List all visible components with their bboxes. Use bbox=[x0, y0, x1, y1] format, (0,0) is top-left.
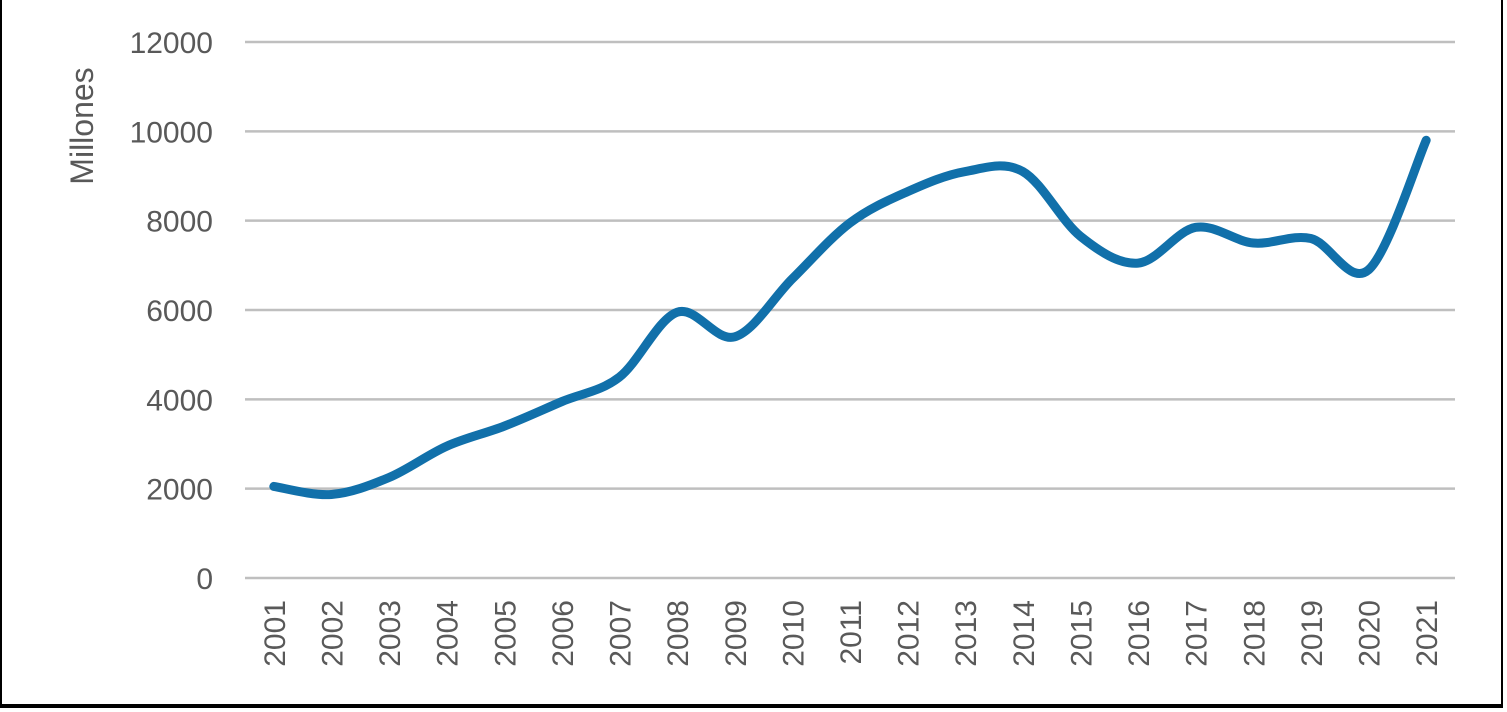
data-point bbox=[904, 188, 912, 196]
x-tick-label: 2002 bbox=[316, 600, 349, 667]
x-tick-label: 2007 bbox=[605, 600, 638, 667]
x-tick-label: 2011 bbox=[835, 600, 868, 665]
x-tick-label: 2021 bbox=[1411, 600, 1444, 667]
data-point bbox=[1365, 266, 1373, 274]
data-point bbox=[961, 168, 969, 176]
gridlines bbox=[245, 40, 1455, 580]
y-tick-label: 4000 bbox=[146, 384, 213, 417]
x-tick-label: 2017 bbox=[1181, 600, 1214, 667]
series-layer bbox=[269, 135, 1431, 500]
y-tick-label: 10000 bbox=[130, 116, 213, 149]
x-tick-label: 2015 bbox=[1065, 600, 1098, 667]
x-tick-label: 2008 bbox=[662, 600, 695, 667]
data-point bbox=[385, 474, 393, 482]
x-tick-label: 2009 bbox=[720, 600, 753, 667]
data-point bbox=[1192, 223, 1200, 231]
x-tick-label: 2003 bbox=[374, 600, 407, 667]
data-point bbox=[558, 398, 566, 406]
y-tick-label: 2000 bbox=[146, 474, 213, 507]
x-tick-label: 2004 bbox=[432, 600, 465, 667]
data-point bbox=[1307, 235, 1315, 243]
y-axis-ticks: 0 2000 4000 6000 8000 10000 12000 bbox=[130, 27, 213, 596]
x-tick-label: 2006 bbox=[547, 600, 580, 667]
data-point bbox=[1422, 136, 1430, 144]
data-point bbox=[673, 308, 681, 316]
x-tick-label: 2018 bbox=[1238, 600, 1271, 667]
data-point bbox=[846, 219, 854, 227]
data-point bbox=[1019, 168, 1027, 176]
x-tick-label: 2001 bbox=[259, 600, 292, 667]
data-point bbox=[327, 490, 335, 498]
y-tick-label: 8000 bbox=[146, 206, 213, 239]
x-tick-label: 2010 bbox=[777, 600, 810, 667]
x-tick-label: 2012 bbox=[893, 600, 926, 667]
x-tick-label: 2019 bbox=[1296, 600, 1329, 667]
x-tick-label: 2014 bbox=[1008, 600, 1041, 667]
data-point bbox=[1134, 259, 1142, 267]
y-tick-label: 0 bbox=[196, 563, 213, 596]
data-point bbox=[788, 275, 796, 283]
data-point bbox=[443, 442, 451, 450]
x-axis-ticks: 2001 2002 2003 2004 2005 2006 2007 2008 2009 2010… bbox=[259, 600, 1444, 667]
data-point bbox=[1249, 239, 1257, 247]
x-tick-label: 2020 bbox=[1354, 600, 1387, 667]
data-point bbox=[500, 422, 508, 430]
series-line bbox=[269, 135, 1431, 500]
y-axis-title: Millones bbox=[64, 67, 100, 184]
data-point bbox=[270, 482, 278, 490]
x-tick-label: 2005 bbox=[489, 600, 522, 667]
data-point bbox=[731, 333, 739, 341]
data-point bbox=[616, 373, 624, 381]
x-tick-label: 2013 bbox=[950, 600, 983, 667]
y-tick-label: 6000 bbox=[146, 295, 213, 328]
data-point bbox=[1076, 232, 1084, 240]
y-tick-label: 12000 bbox=[130, 27, 213, 60]
x-tick-label: 2016 bbox=[1123, 600, 1156, 667]
